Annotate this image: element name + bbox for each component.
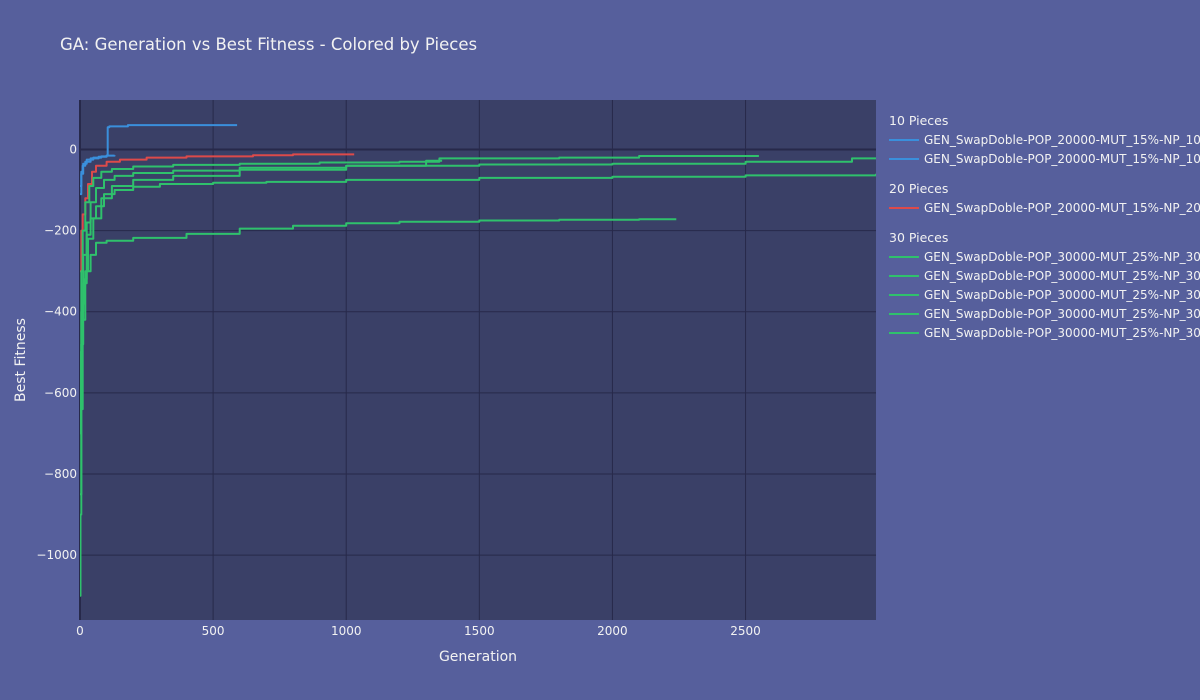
legend-group-title: 20 Pieces	[889, 181, 948, 196]
legend-item[interactable]: GEN_SwapDoble-POP_30000-MUT_25%-NP_30	[889, 326, 1200, 340]
legend-item[interactable]: GEN_SwapDoble-POP_30000-MUT_25%-NP_30	[889, 269, 1200, 283]
legend-label: GEN_SwapDoble-POP_30000-MUT_25%-NP_30	[924, 269, 1200, 283]
series-line-10-pieces	[80, 154, 116, 187]
y-tick-label: −400	[44, 305, 77, 319]
series-line-20-pieces	[80, 153, 355, 273]
x-tick-label: 2500	[730, 624, 761, 638]
legend-group-title: 30 Pieces	[889, 230, 948, 245]
legend[interactable]: 10 Pieces GEN_SwapDoble-POP_20000-MUT_15%…	[889, 113, 1200, 340]
legend-item[interactable]: GEN_SwapDoble-POP_30000-MUT_25%-NP_30	[889, 288, 1200, 302]
legend-item[interactable]: GEN_SwapDoble-POP_20000-MUT_15%-NP_20	[889, 201, 1200, 215]
x-tick-label: 1000	[331, 624, 362, 638]
y-tick-label: −600	[44, 386, 77, 400]
legend-item[interactable]: GEN_SwapDoble-POP_20000-MUT_15%-NP_10	[889, 133, 1200, 147]
y-tick-label: −1000	[36, 548, 77, 562]
chart-title: GA: Generation vs Best Fitness - Colored…	[60, 35, 477, 54]
series-lines	[80, 124, 876, 597]
legend-item[interactable]: GEN_SwapDoble-POP_30000-MUT_25%-NP_30	[889, 307, 1200, 321]
axis-ticks: 0 500 1000 1500 2000 2500 0 −200 −400 −600 −800 −10…	[36, 142, 760, 638]
legend-label: GEN_SwapDoble-POP_20000-MUT_15%-NP_10	[924, 133, 1200, 147]
x-tick-label: 0	[76, 624, 84, 638]
y-axis-title: Best Fitness	[13, 318, 29, 402]
x-tick-label: 1500	[464, 624, 495, 638]
series-line-30-pieces	[80, 157, 876, 394]
y-tick-label: −800	[44, 467, 77, 481]
x-axis-title: Generation	[439, 649, 517, 665]
y-tick-label: −200	[44, 224, 77, 238]
legend-item[interactable]: GEN_SwapDoble-POP_30000-MUT_25%-NP_30	[889, 250, 1200, 264]
plot-area	[80, 100, 876, 620]
legend-label: GEN_SwapDoble-POP_20000-MUT_15%-NP_10	[924, 152, 1200, 166]
legend-label: GEN_SwapDoble-POP_30000-MUT_25%-NP_30	[924, 326, 1200, 340]
x-tick-label: 500	[202, 624, 225, 638]
series-line-30-pieces	[80, 159, 443, 354]
series-line-30-pieces	[80, 173, 876, 496]
legend-label: GEN_SwapDoble-POP_30000-MUT_25%-NP_30	[924, 250, 1200, 264]
legend-label: GEN_SwapDoble-POP_20000-MUT_15%-NP_20	[924, 201, 1200, 215]
legend-label: GEN_SwapDoble-POP_30000-MUT_25%-NP_30	[924, 288, 1200, 302]
x-tick-label: 2000	[597, 624, 628, 638]
legend-group-title: 10 Pieces	[889, 113, 948, 128]
y-tick-label: 0	[69, 142, 77, 156]
legend-item[interactable]: GEN_SwapDoble-POP_20000-MUT_15%-NP_10	[889, 152, 1200, 166]
legend-label: GEN_SwapDoble-POP_30000-MUT_25%-NP_30	[924, 307, 1200, 321]
